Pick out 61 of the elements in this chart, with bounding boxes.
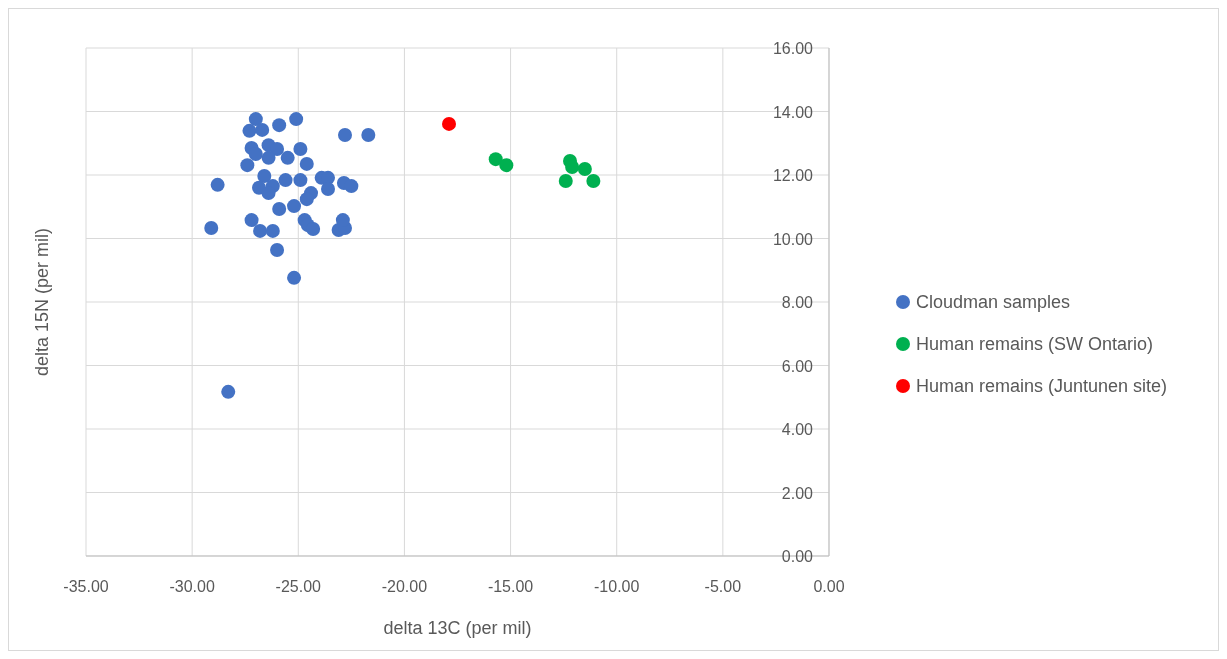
point <box>248 112 263 127</box>
point <box>577 161 592 176</box>
x-tick-label: -30.00 <box>169 578 215 595</box>
point <box>293 141 308 156</box>
point <box>287 199 302 214</box>
y-tick-label: 12.00 <box>772 167 814 184</box>
point <box>242 123 257 138</box>
point <box>280 150 295 165</box>
y-tick-label: 6.00 <box>781 357 814 375</box>
x-tick-label: -10.00 <box>594 578 640 595</box>
point <box>442 116 457 131</box>
x-tick-label: -35.00 <box>63 578 109 595</box>
point <box>261 150 276 165</box>
x-tick-label: -5.00 <box>704 578 742 595</box>
point <box>344 179 359 194</box>
x-tick-label: 0.00 <box>813 578 845 595</box>
point <box>289 112 304 127</box>
x-tick-label: -25.00 <box>275 578 322 595</box>
y-axis-title: delta 15N (per mil) <box>32 227 52 377</box>
y-tick-label: 4.00 <box>781 421 814 438</box>
point <box>272 118 287 133</box>
y-tick-label: 14.00 <box>772 103 814 121</box>
y-tick-label: 16.00 <box>772 40 814 57</box>
x-axis-title: delta 13C (per mil) <box>383 618 532 638</box>
point <box>586 174 601 189</box>
point <box>265 223 280 238</box>
y-tick-label: 8.00 <box>781 294 814 311</box>
y-tick-label: 0.00 <box>781 548 814 565</box>
point <box>287 270 302 285</box>
point <box>257 168 272 183</box>
point <box>558 174 573 189</box>
point <box>565 160 580 175</box>
point <box>244 213 259 228</box>
point <box>210 177 225 192</box>
point <box>272 201 287 216</box>
point <box>221 384 236 399</box>
point <box>321 181 336 196</box>
point <box>488 152 503 167</box>
point <box>306 221 321 236</box>
point <box>299 156 314 171</box>
legend-label: Human remains (Juntunen site) <box>916 376 1168 396</box>
point <box>499 158 514 173</box>
x-tick-label: -20.00 <box>381 578 428 595</box>
point <box>299 192 314 207</box>
legend-label: Human remains (SW Ontario) <box>916 334 1154 354</box>
point <box>361 128 376 142</box>
x-tick-label: -15.00 <box>487 578 534 595</box>
point <box>270 242 285 257</box>
legend-label: Cloudman samples <box>916 292 1071 312</box>
point <box>253 223 268 238</box>
point <box>248 147 263 162</box>
point <box>240 158 255 173</box>
point <box>337 128 352 142</box>
point <box>270 141 285 156</box>
point <box>204 221 219 236</box>
point <box>278 173 293 188</box>
point <box>293 173 308 188</box>
y-tick-label: 2.00 <box>781 484 814 502</box>
point <box>255 122 270 137</box>
point <box>261 186 276 201</box>
y-tick-label: 10.00 <box>772 230 814 248</box>
